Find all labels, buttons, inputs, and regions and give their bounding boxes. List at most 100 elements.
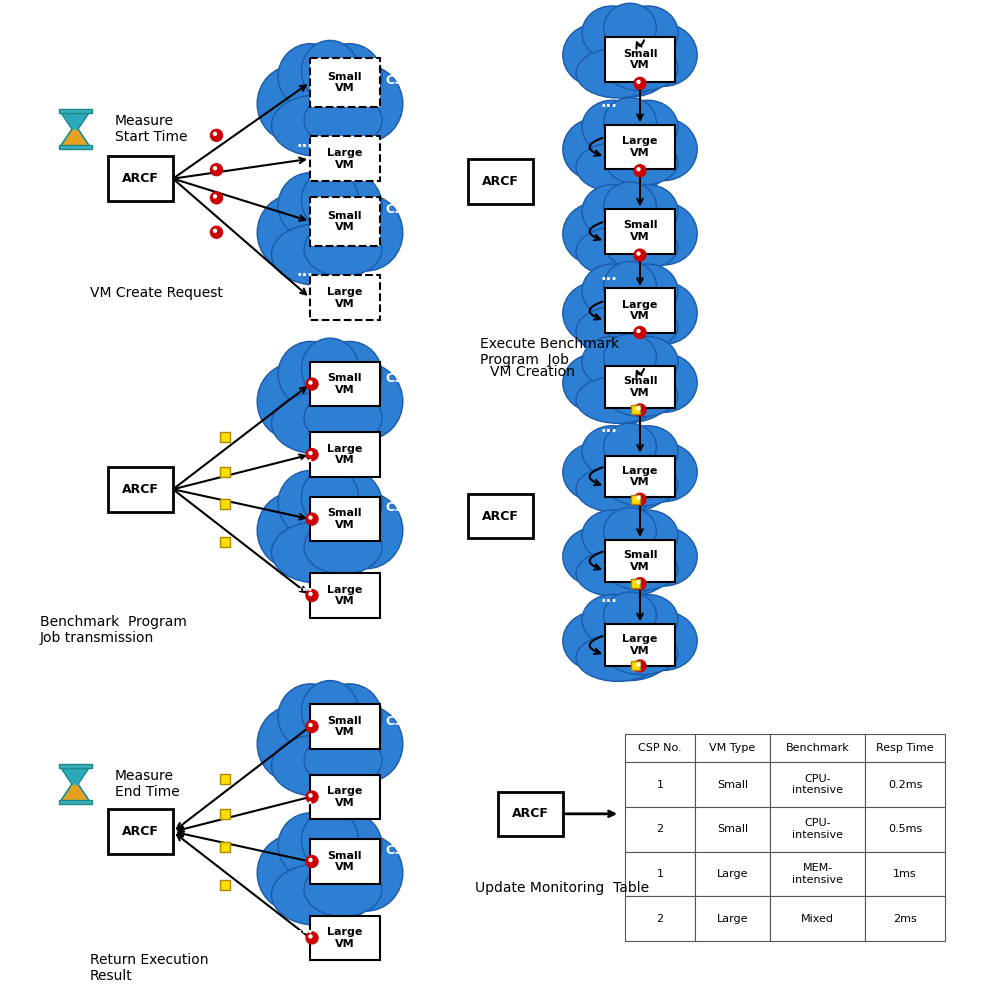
Ellipse shape <box>618 264 678 317</box>
Circle shape <box>306 932 318 944</box>
Circle shape <box>306 513 318 525</box>
FancyBboxPatch shape <box>108 157 172 201</box>
FancyBboxPatch shape <box>220 774 230 784</box>
Ellipse shape <box>281 361 380 453</box>
Ellipse shape <box>603 334 657 381</box>
FancyBboxPatch shape <box>605 540 675 581</box>
Text: 1ms: 1ms <box>893 869 916 879</box>
Text: Measure
Start Time: Measure Start Time <box>115 114 187 144</box>
Ellipse shape <box>563 24 630 87</box>
Circle shape <box>634 249 646 261</box>
Ellipse shape <box>630 203 697 265</box>
FancyBboxPatch shape <box>220 538 230 548</box>
Ellipse shape <box>630 118 697 180</box>
FancyBboxPatch shape <box>770 735 865 762</box>
Ellipse shape <box>330 363 403 439</box>
Circle shape <box>634 404 646 416</box>
Ellipse shape <box>317 43 382 109</box>
Text: Benchmark  Program
Job transmission: Benchmark Program Job transmission <box>40 615 187 645</box>
Ellipse shape <box>582 337 642 387</box>
Circle shape <box>637 252 640 255</box>
Ellipse shape <box>582 6 642 59</box>
Text: Large
VM: Large VM <box>327 287 363 308</box>
Ellipse shape <box>606 304 678 349</box>
Ellipse shape <box>301 681 358 742</box>
Ellipse shape <box>330 492 403 568</box>
Ellipse shape <box>603 507 657 555</box>
Ellipse shape <box>582 264 642 317</box>
Text: 2ms: 2ms <box>893 913 917 924</box>
FancyBboxPatch shape <box>605 455 675 497</box>
Text: Small
VM: Small VM <box>327 211 363 232</box>
Polygon shape <box>63 767 87 782</box>
Text: CSP2: CSP2 <box>385 501 421 514</box>
Ellipse shape <box>584 116 676 191</box>
Ellipse shape <box>582 595 642 645</box>
Ellipse shape <box>582 510 642 560</box>
Text: ...: ... <box>297 792 313 807</box>
Circle shape <box>306 590 318 602</box>
FancyBboxPatch shape <box>310 361 380 407</box>
Text: ARCF: ARCF <box>122 483 158 495</box>
Ellipse shape <box>584 280 676 356</box>
FancyBboxPatch shape <box>695 896 770 941</box>
Text: ...: ... <box>600 268 617 283</box>
Ellipse shape <box>272 864 363 925</box>
Ellipse shape <box>618 337 678 387</box>
Text: CPU-
intensive: CPU- intensive <box>792 819 843 840</box>
Ellipse shape <box>582 100 642 154</box>
Ellipse shape <box>563 118 630 180</box>
Ellipse shape <box>606 225 678 270</box>
Text: 1: 1 <box>657 869 664 879</box>
Text: Small
VM: Small VM <box>327 72 363 94</box>
Circle shape <box>309 724 312 727</box>
Ellipse shape <box>603 3 657 53</box>
Ellipse shape <box>563 203 630 265</box>
FancyBboxPatch shape <box>770 807 865 852</box>
Text: Small
VM: Small VM <box>327 851 363 873</box>
FancyBboxPatch shape <box>108 467 172 511</box>
Text: Small: Small <box>717 779 748 790</box>
Ellipse shape <box>301 810 358 871</box>
Circle shape <box>634 78 646 90</box>
Text: CSP2: CSP2 <box>685 521 721 534</box>
Polygon shape <box>63 786 87 801</box>
FancyBboxPatch shape <box>770 852 865 896</box>
Circle shape <box>213 195 217 198</box>
Text: VM Create Request: VM Create Request <box>90 286 223 299</box>
Circle shape <box>309 593 312 596</box>
Circle shape <box>306 856 318 868</box>
FancyBboxPatch shape <box>605 624 675 666</box>
FancyBboxPatch shape <box>605 366 675 408</box>
FancyBboxPatch shape <box>58 801 92 805</box>
Ellipse shape <box>330 705 403 782</box>
FancyBboxPatch shape <box>695 735 770 762</box>
Ellipse shape <box>576 48 660 98</box>
FancyBboxPatch shape <box>605 209 675 253</box>
FancyBboxPatch shape <box>220 499 230 509</box>
FancyBboxPatch shape <box>625 807 695 852</box>
FancyBboxPatch shape <box>865 762 945 807</box>
Ellipse shape <box>603 98 657 148</box>
Circle shape <box>309 451 312 454</box>
Circle shape <box>309 859 312 862</box>
Ellipse shape <box>278 342 343 407</box>
FancyBboxPatch shape <box>467 160 533 204</box>
Ellipse shape <box>257 66 330 142</box>
Ellipse shape <box>630 442 697 501</box>
Text: ARCF: ARCF <box>481 175 519 188</box>
Text: ARCF: ARCF <box>512 808 549 821</box>
FancyBboxPatch shape <box>770 762 865 807</box>
Text: Small
VM: Small VM <box>622 221 658 242</box>
Circle shape <box>637 580 640 583</box>
Text: Large
VM: Large VM <box>622 466 658 488</box>
Text: CSP2: CSP2 <box>685 188 721 202</box>
Circle shape <box>637 496 640 499</box>
FancyBboxPatch shape <box>58 146 92 150</box>
Ellipse shape <box>281 491 380 582</box>
FancyBboxPatch shape <box>310 137 380 181</box>
Ellipse shape <box>301 467 358 528</box>
Ellipse shape <box>603 592 657 639</box>
Text: CSP1: CSP1 <box>685 348 721 361</box>
Text: 0.5ms: 0.5ms <box>888 824 922 834</box>
